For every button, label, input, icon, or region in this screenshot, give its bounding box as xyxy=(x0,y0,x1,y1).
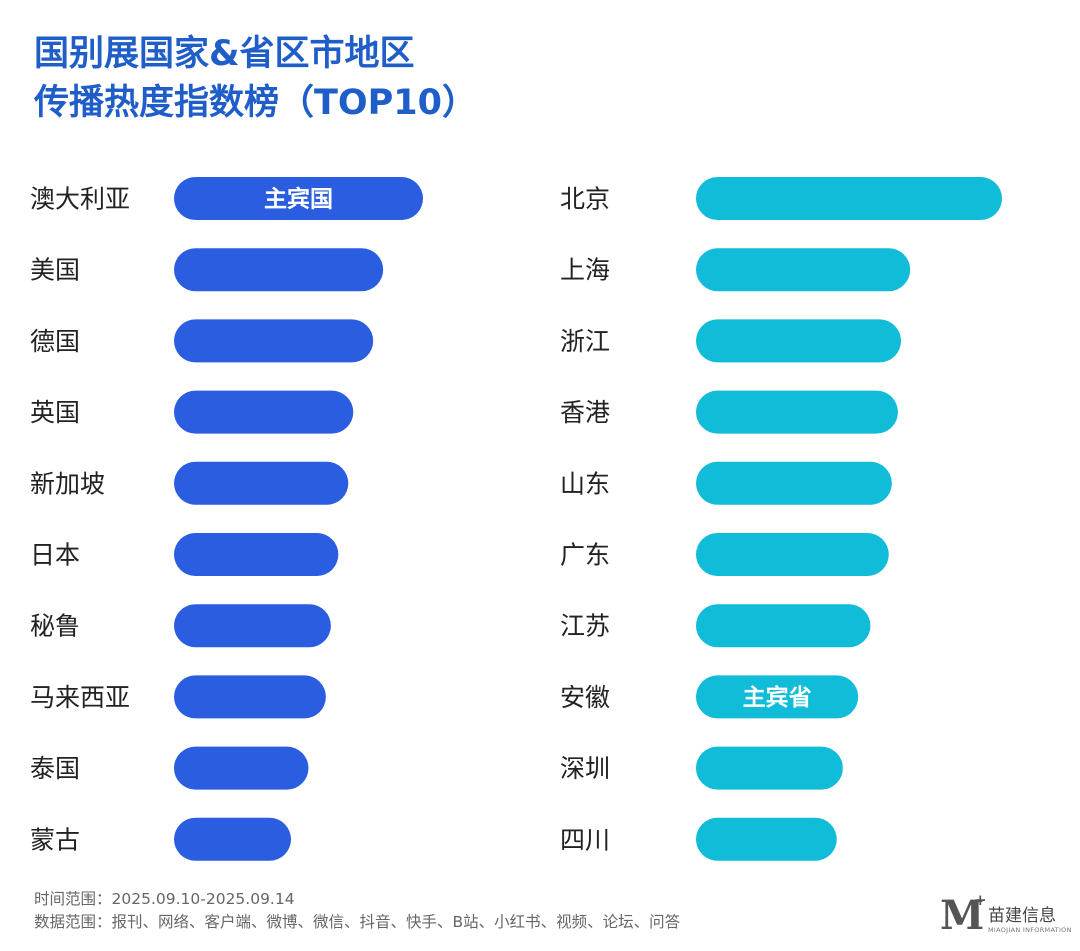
country-label: 日本 xyxy=(30,541,80,570)
country-label: 英国 xyxy=(30,398,80,427)
country-label: 德国 xyxy=(30,327,80,356)
logo-name: 苗建信息 xyxy=(988,906,1056,926)
country-bar xyxy=(174,604,331,648)
country-label: 澳大利亚 xyxy=(30,185,130,214)
country-bar xyxy=(174,746,309,790)
country-bar xyxy=(174,248,384,292)
title-line-1: 国别展国家&省区市地区 xyxy=(34,34,415,74)
region-label: 上海 xyxy=(560,256,610,285)
country-label: 秘鲁 xyxy=(30,612,80,641)
region-bar xyxy=(696,533,889,576)
region-bar xyxy=(696,390,898,434)
region-bar xyxy=(696,675,859,719)
country-bar xyxy=(174,817,292,861)
country-bar xyxy=(174,533,339,576)
country-bar-annotation: 主宾国 xyxy=(264,186,333,213)
logo-name-en: MIAOJIAN INFORMATION xyxy=(988,926,1072,934)
country-bar xyxy=(174,390,354,434)
region-label: 广东 xyxy=(560,541,610,570)
region-label: 江苏 xyxy=(560,612,610,641)
region-label: 浙江 xyxy=(560,327,610,356)
country-bar xyxy=(174,461,349,505)
region-label: 深圳 xyxy=(560,754,610,783)
region-bar xyxy=(696,746,843,790)
data-range-note: 数据范围：报刊、网络、客户端、微博、微信、抖音、快手、B站、小红书、视频、论坛、… xyxy=(34,913,681,931)
country-label: 马来西亚 xyxy=(30,683,130,712)
region-bar xyxy=(696,177,1002,220)
country-bar xyxy=(174,177,423,220)
logo-plus: + xyxy=(974,891,987,909)
country-bar xyxy=(174,319,374,363)
page-title: 国别展国家&省区市地区 传播热度指数榜（TOP10） xyxy=(34,30,477,128)
region-bar-annotation: 主宾省 xyxy=(743,684,812,711)
country-label: 蒙古 xyxy=(30,825,80,854)
title-line-2: 传播热度指数榜（TOP10） xyxy=(34,83,477,123)
region-label: 北京 xyxy=(560,185,610,214)
country-label: 泰国 xyxy=(30,754,80,783)
region-bar xyxy=(696,817,837,861)
footer-notes: 时间范围：2025.09.10-2025.09.14 数据范围：报刊、网络、客户… xyxy=(34,888,680,934)
region-bar xyxy=(696,248,911,292)
region-label: 安徽 xyxy=(560,683,610,712)
region-bar xyxy=(696,319,902,363)
region-label: 四川 xyxy=(560,825,610,854)
region-bar xyxy=(696,461,892,505)
brand-logo: M + 苗建信息 MIAOJIAN INFORMATION xyxy=(940,891,1071,941)
country-label: 美国 xyxy=(30,256,80,285)
country-bar xyxy=(174,675,326,719)
time-range-note: 时间范围：2025.09.10-2025.09.14 xyxy=(34,890,295,908)
region-bar xyxy=(696,604,871,648)
country-label: 新加坡 xyxy=(30,469,105,498)
region-label: 香港 xyxy=(560,398,610,427)
region-label: 山东 xyxy=(560,469,610,498)
logo-mark: M xyxy=(940,892,985,939)
